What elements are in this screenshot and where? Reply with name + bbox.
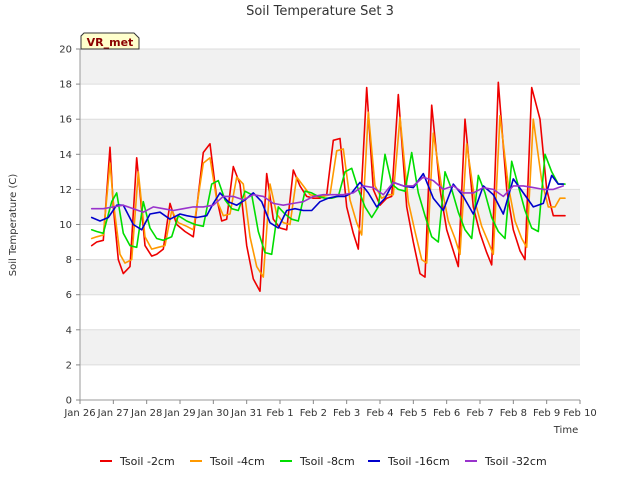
y-tick-label: 14 <box>59 150 72 161</box>
y-tick-label: 10 <box>59 220 72 231</box>
x-axis-ticks: Jan 26 Jan 27 Jan 28 Jan 29 Jan 30 Jan 31 Feb … <box>63 400 597 419</box>
x-tick-label: Feb 1 <box>266 408 293 419</box>
badge-box <box>80 32 140 50</box>
legend-label-tsoil-4cm: Tsoil -4cm <box>209 455 265 468</box>
x-tick-label: Jan 29 <box>163 408 195 419</box>
y-axis-ticks: 0 2 4 6 8 10 12 14 16 18 20 <box>59 45 80 407</box>
x-tick-label: Jan 26 <box>63 408 95 419</box>
grid-band <box>80 259 580 295</box>
legend-label-tsoil-8cm: Tsoil -8cm <box>299 455 355 468</box>
series-layer <box>90 81 566 293</box>
grid <box>79 48 580 401</box>
legend-label-tsoil-32cm: Tsoil -32cm <box>484 455 547 468</box>
x-tick-label: Jan 30 <box>197 408 229 419</box>
y-tick-label: 4 <box>66 325 72 336</box>
grid-band <box>80 329 580 365</box>
x-tick-label: Jan 27 <box>97 408 129 419</box>
badge-label: VR_met <box>87 36 134 49</box>
y-tick-label: 20 <box>59 45 72 56</box>
x-tick-label: Feb 6 <box>433 408 460 419</box>
x-tick-label: Feb 2 <box>300 408 327 419</box>
x-tick-label: Feb 4 <box>366 408 393 419</box>
x-tick-label: Feb 10 <box>563 408 597 419</box>
x-tick-label: Feb 5 <box>400 408 427 419</box>
x-tick-label: Feb 8 <box>500 408 527 419</box>
x-tick-label: Jan 28 <box>130 408 162 419</box>
legend: Tsoil -2cm Tsoil -4cm Tsoil -8cm Tsoil -16c… <box>100 455 547 468</box>
y-tick-label: 8 <box>66 255 72 266</box>
grid-band <box>80 119 580 155</box>
series-line-tsoil-16cm <box>90 172 565 231</box>
chart-title: Soil Temperature Set 3 <box>246 4 394 19</box>
station-badge: VR_met <box>80 32 140 50</box>
x-tick-label: Jan 31 <box>230 408 262 419</box>
grid-band <box>80 49 580 85</box>
y-tick-label: 2 <box>66 360 72 371</box>
y-tick-label: 18 <box>59 80 72 91</box>
y-tick-label: 0 <box>66 396 72 407</box>
y-tick-label: 16 <box>59 115 72 126</box>
series-line-tsoil-32cm <box>90 176 565 213</box>
legend-label-tsoil-16cm: Tsoil -16cm <box>387 455 450 468</box>
x-tick-label: Feb 9 <box>533 408 560 419</box>
y-tick-label: 6 <box>66 290 72 301</box>
y-tick-label: 12 <box>59 185 72 196</box>
legend-label-tsoil-2cm: Tsoil -2cm <box>119 455 175 468</box>
x-tick-label: Feb 7 <box>466 408 493 419</box>
x-tick-label: Feb 3 <box>333 408 360 419</box>
x-axis-title: Time <box>553 425 578 436</box>
y-axis-title: Soil Temperature (C) <box>8 174 19 277</box>
